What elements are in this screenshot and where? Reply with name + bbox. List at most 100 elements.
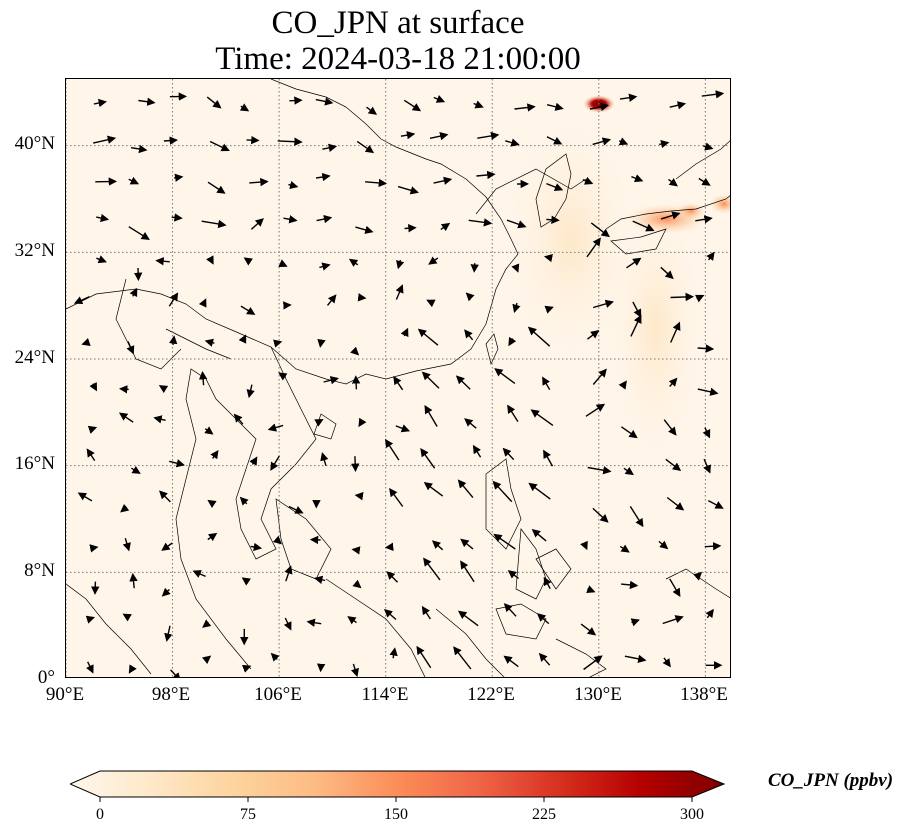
wind-arrow <box>202 619 212 628</box>
wind-arrow <box>619 544 630 553</box>
wind-arrow <box>494 368 516 385</box>
wind-arrow <box>351 375 361 390</box>
map-canvas <box>66 79 730 677</box>
wind-arrow <box>703 142 714 151</box>
wind-arrow <box>239 103 250 112</box>
wind-arrow <box>536 613 550 625</box>
wind-arrow <box>592 137 612 146</box>
wind-arrow <box>201 219 227 229</box>
wind-arrow <box>164 625 173 642</box>
wind-arrow <box>192 570 206 578</box>
wind-arrow <box>428 256 439 265</box>
wind-arrow <box>511 263 520 273</box>
wind-arrow <box>153 415 166 424</box>
wind-arrow <box>158 385 169 394</box>
wind-arrow <box>503 603 517 617</box>
wind-arrow <box>161 587 171 597</box>
wind-arrow <box>277 137 303 146</box>
wind-arrow <box>626 257 642 269</box>
wind-arrow <box>632 220 655 232</box>
wind-arrow <box>169 335 178 345</box>
wind-arrow <box>476 170 496 180</box>
wind-arrow <box>249 456 258 466</box>
wind-arrow <box>464 418 477 429</box>
wind-arrow <box>129 287 138 298</box>
wind-arrow <box>698 177 711 186</box>
wind-arrow <box>350 663 359 677</box>
wind-arrow <box>505 138 520 147</box>
lon-tick-label: 90°E <box>45 684 85 705</box>
wind-arrow <box>96 213 110 223</box>
wind-arrow <box>283 617 292 631</box>
wind-arrow <box>119 385 129 394</box>
wind-arrow <box>623 466 634 476</box>
wind-arrow <box>662 657 671 668</box>
wind-arrow <box>423 481 444 497</box>
wind-arrow <box>404 224 417 233</box>
wind-arrow <box>506 219 527 229</box>
lat-tick-label: 24°N <box>14 347 55 368</box>
wind-arrow <box>455 375 471 390</box>
wind-arrow <box>538 652 551 666</box>
wind-arrow <box>507 570 520 580</box>
wind-arrow <box>421 605 431 620</box>
wind-arrow <box>423 557 441 581</box>
wind-arrow <box>93 98 107 108</box>
wind-arrow <box>629 506 644 528</box>
wind-arrow <box>464 329 474 341</box>
wind-arrow <box>587 466 612 475</box>
wind-arrow <box>118 412 134 423</box>
wind-arrow <box>593 299 614 309</box>
wind-arrow <box>316 214 333 224</box>
wind-arrow <box>289 96 303 105</box>
wind-arrow <box>580 623 597 636</box>
wind-arrow <box>582 176 594 185</box>
wind-arrow <box>243 257 253 266</box>
wind-arrow <box>356 140 375 154</box>
wind-arrow <box>585 403 606 417</box>
lat-tick-label: 0° <box>37 667 55 688</box>
wind-arrow <box>546 136 563 145</box>
wind-arrow <box>170 669 181 677</box>
wind-arrow <box>546 215 560 224</box>
wind-arrow <box>246 135 260 145</box>
colorbar-tick-label: 0 <box>96 806 104 823</box>
wind-arrow <box>659 139 670 149</box>
wind-arrow <box>580 540 588 551</box>
wind-arrow <box>383 608 397 621</box>
map-panel <box>65 78 731 678</box>
wind-arrow <box>315 172 331 182</box>
wind-arrow <box>155 257 170 266</box>
wind-arrow <box>273 339 283 348</box>
wind-arrow <box>706 251 715 261</box>
wind-arrow <box>77 492 93 502</box>
wind-arrow <box>138 97 156 106</box>
wind-arrow <box>366 106 378 115</box>
wind-arrow <box>267 423 284 432</box>
wind-arrow <box>530 409 554 426</box>
wind-arrow <box>660 266 674 280</box>
wind-arrow <box>503 655 519 668</box>
wind-arrow <box>86 448 96 461</box>
wind-arrow <box>668 178 678 187</box>
wind-arrow <box>241 664 252 673</box>
wind-arrow <box>707 499 724 509</box>
wind-arrow <box>618 137 629 146</box>
wind-arrow <box>395 424 411 433</box>
wind-arrow <box>416 645 432 669</box>
wind-arrow <box>417 328 439 346</box>
wind-arrow <box>128 226 150 240</box>
wind-arrow <box>586 585 596 594</box>
wind-arrow <box>358 417 367 428</box>
wind-arrow <box>429 132 449 141</box>
wind-arrow <box>314 575 326 584</box>
wind-arrow <box>171 213 183 222</box>
wind-arrow <box>662 615 684 625</box>
lon-tick-label: 98°E <box>151 684 191 705</box>
wind-arrow <box>93 135 117 144</box>
wind-arrow <box>384 542 394 552</box>
lon-tick-label: 106°E <box>254 684 302 705</box>
wind-arrow <box>168 292 179 307</box>
chart-subtitle-time: Time: 2024-03-18 21:00:00 <box>215 41 581 77</box>
wind-arrow <box>457 610 479 627</box>
